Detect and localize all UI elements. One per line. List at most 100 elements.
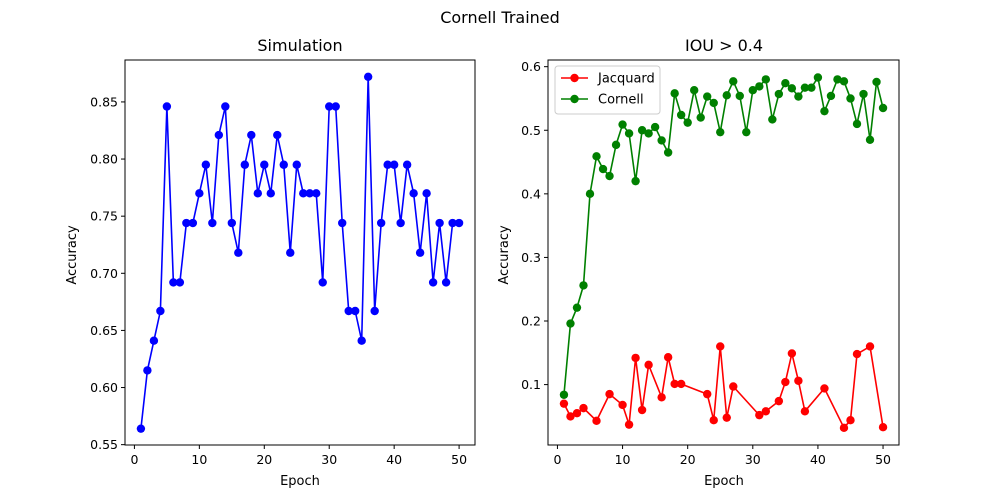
cornell-point: [690, 86, 699, 95]
jacquard-point: [722, 413, 731, 422]
series-point: [318, 278, 327, 287]
series-point: [247, 130, 256, 140]
x-tick-label: 40: [810, 452, 826, 467]
series-point: [357, 336, 366, 345]
x-tick-label: 0: [553, 452, 561, 467]
legend-label: Jacquard: [597, 72, 655, 87]
legend-marker: [570, 73, 579, 83]
jacquard-point: [618, 400, 627, 410]
series-point: [415, 248, 425, 257]
axis-ticks: 0 10 20 30 40 50 0.55 0.60 0.65 0.70 0.75 0.80 0.85: [90, 94, 467, 467]
series-point: [227, 218, 237, 228]
series-point: [156, 306, 165, 316]
cornell-point: [559, 390, 569, 399]
plot-title: IOU > 0.4: [685, 36, 763, 55]
simulation-plot: Simulation Epoch Accuracy 0 10 20 30 40 50 0.5…: [65, 36, 476, 489]
jacquard-point: [703, 389, 712, 399]
jacquard-point: [865, 342, 875, 351]
cornell-point: [676, 110, 686, 120]
cornell-point: [572, 303, 582, 312]
cornell-point: [729, 77, 738, 86]
cornell-point: [566, 319, 575, 328]
y-tick-label: 0.60: [90, 380, 118, 395]
cornell-point: [735, 91, 744, 101]
cornell-point: [598, 164, 608, 174]
series-point: [266, 189, 275, 198]
series-point: [389, 160, 399, 169]
series-point: [214, 130, 224, 140]
y-tick-label: 0.65: [90, 323, 118, 338]
series-point: [286, 248, 295, 257]
x-tick-label: 0: [130, 452, 138, 467]
cornell-point: [800, 83, 810, 92]
x-tick-label: 30: [745, 452, 761, 467]
jacquard-point: [670, 379, 679, 389]
jacquard-point: [572, 409, 582, 418]
series-point: [363, 72, 373, 81]
series-point: [350, 306, 360, 316]
cornell-point: [748, 86, 757, 95]
jacquard-point: [676, 379, 686, 389]
cornell-point: [650, 122, 660, 132]
series-point: [422, 189, 431, 198]
series-point: [169, 278, 178, 287]
series-point: [370, 306, 379, 316]
jacquard-point: [820, 384, 829, 393]
series-point: [454, 218, 464, 228]
jacquard-point: [657, 393, 666, 402]
jacquard-point: [592, 416, 601, 426]
jacquard-point: [631, 353, 640, 363]
legend-marker: [570, 94, 579, 104]
series-point: [240, 160, 250, 169]
iou-plot: IOU > 0.4 Epoch Accuracy 0 10 20 30 40 500.10…: [497, 36, 900, 489]
cornell-point: [709, 98, 718, 108]
y-tick-label: 0.5: [521, 123, 541, 138]
x-tick-label: 20: [256, 452, 272, 467]
cornell-point: [716, 127, 725, 137]
series-point: [260, 160, 269, 169]
jacquard-point: [566, 412, 575, 421]
jacquard-point: [781, 377, 790, 387]
cornell-point: [872, 77, 881, 87]
jacquard-point: [559, 399, 569, 408]
x-tick-label: 10: [191, 452, 207, 467]
cornell-point: [663, 148, 673, 157]
series-point: [273, 130, 282, 140]
cornell-point: [755, 82, 764, 91]
series-point: [201, 160, 211, 169]
series-point: [428, 278, 438, 287]
series-point: [175, 278, 185, 287]
x-tick-label: 40: [386, 452, 402, 467]
cornell-point: [637, 126, 647, 135]
jacquard-point: [637, 405, 647, 415]
cornell-point: [781, 79, 790, 88]
series-point: [312, 189, 321, 198]
cornell-point: [611, 140, 621, 150]
y-tick-label: 0.1: [521, 377, 541, 392]
cornell-point: [618, 120, 627, 129]
jacquard-point: [624, 420, 634, 429]
cornell-point: [774, 89, 784, 99]
cornell-point: [722, 91, 731, 100]
y-tick-label: 0.55: [90, 437, 118, 452]
cornell-point: [670, 89, 679, 98]
series-point: [234, 248, 243, 257]
series-point: [188, 218, 198, 228]
cornell-point: [703, 92, 712, 101]
cornell-point: [859, 89, 868, 99]
series-point: [136, 424, 146, 433]
series-point: [253, 189, 262, 198]
series-point: [344, 306, 353, 316]
series-point: [338, 218, 347, 228]
y-tick-label: 0.85: [90, 94, 118, 109]
jacquard-point: [709, 416, 718, 425]
cornell-point: [579, 281, 588, 290]
y-tick-label: 0.4: [521, 186, 541, 201]
series-point: [402, 160, 412, 169]
cornell-point: [820, 106, 829, 116]
jacquard-point: [644, 360, 653, 370]
cornell-point: [768, 115, 777, 124]
series-point: [376, 218, 386, 228]
jacquard-point: [774, 396, 784, 406]
